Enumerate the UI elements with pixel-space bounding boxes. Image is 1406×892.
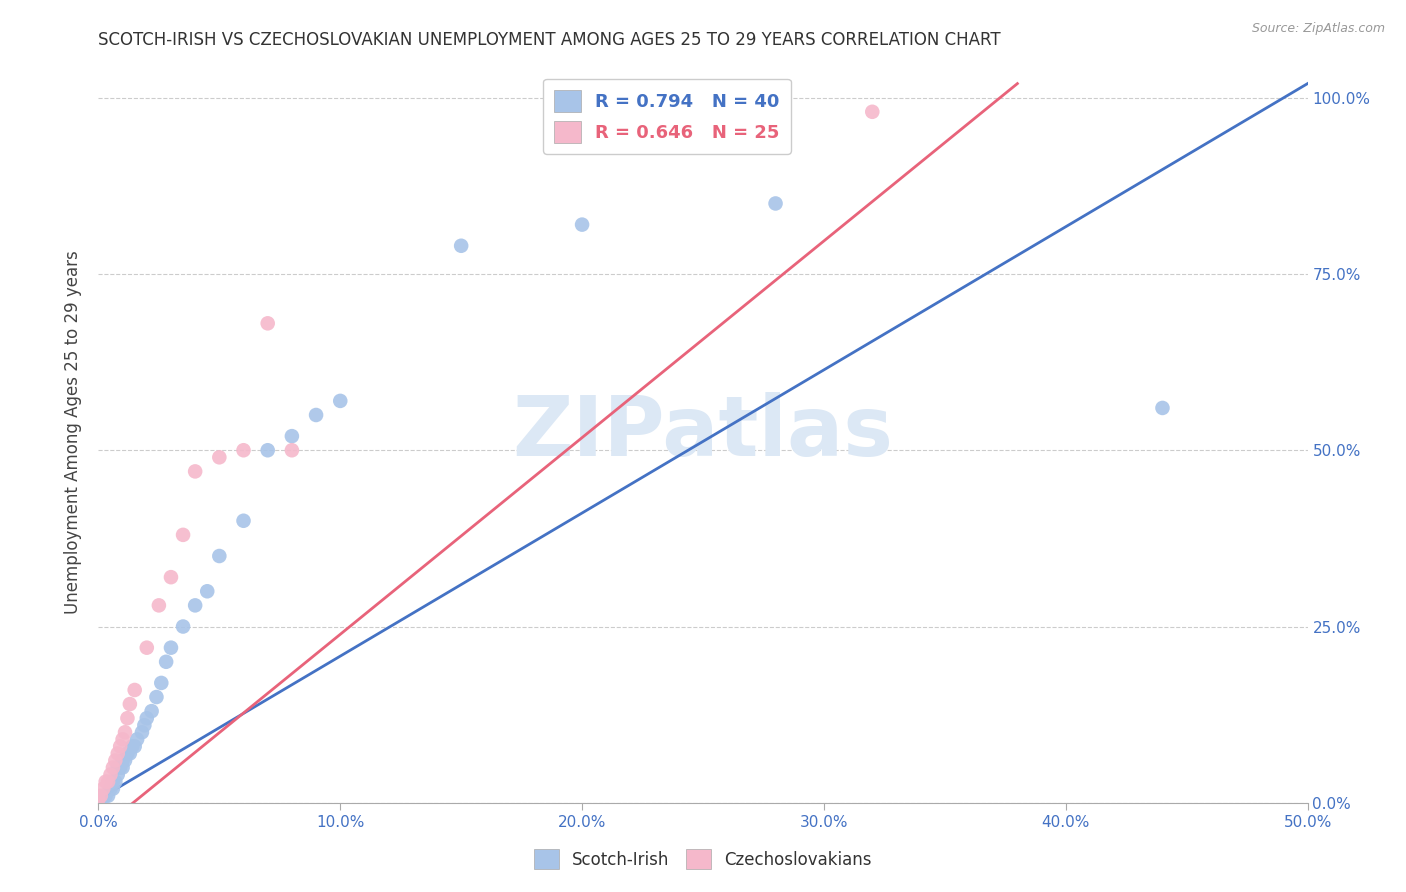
Point [91, 781, 114, 796]
Point [571, 218, 593, 232]
Point [184, 599, 207, 613]
Point [114, 725, 136, 739]
Point [111, 754, 134, 768]
Text: Source: ZipAtlas.com: Source: ZipAtlas.com [1251, 22, 1385, 36]
Point [107, 760, 129, 774]
Point [124, 739, 146, 754]
Point [765, 196, 787, 211]
Point [160, 640, 183, 655]
Point [87, 792, 110, 806]
Point [117, 747, 139, 761]
Point [256, 316, 278, 330]
Point [256, 443, 278, 458]
Point [108, 739, 131, 754]
Point [281, 443, 304, 458]
Point [232, 514, 254, 528]
Point [100, 767, 122, 781]
Y-axis label: Unemployment Among Ages 25 to 29 years: Unemployment Among Ages 25 to 29 years [65, 251, 83, 615]
Point [101, 760, 124, 774]
Point [118, 697, 141, 711]
Point [131, 725, 153, 739]
Point [232, 443, 254, 458]
Point [118, 747, 141, 761]
Point [90, 789, 112, 803]
Point [117, 711, 139, 725]
Text: ZIPatlas: ZIPatlas [513, 392, 893, 473]
Point [97, 774, 120, 789]
Point [305, 408, 328, 422]
Point [172, 528, 194, 542]
Legend: Scotch-Irish, Czechoslovakians: Scotch-Irish, Czechoslovakians [527, 842, 879, 876]
Point [121, 739, 143, 754]
Point [135, 640, 157, 655]
Point [107, 767, 129, 781]
Point [124, 683, 146, 698]
Point [91, 789, 114, 803]
Point [329, 393, 352, 408]
Point [134, 718, 156, 732]
Point [104, 754, 127, 768]
Point [87, 792, 110, 806]
Point [114, 754, 136, 768]
Point [101, 781, 124, 796]
Point [195, 584, 218, 599]
Point [145, 690, 167, 704]
Point [281, 429, 304, 443]
Point [108, 760, 131, 774]
Point [208, 450, 231, 465]
Point [160, 570, 183, 584]
Point [148, 599, 170, 613]
Point [111, 732, 134, 747]
Point [111, 760, 134, 774]
Point [127, 732, 149, 747]
Point [94, 774, 117, 789]
Text: SCOTCH-IRISH VS CZECHOSLOVAKIAN UNEMPLOYMENT AMONG AGES 25 TO 29 YEARS CORRELATI: SCOTCH-IRISH VS CZECHOSLOVAKIAN UNEMPLOY… [98, 31, 1001, 49]
Point [155, 655, 177, 669]
Point [450, 239, 472, 253]
Point [101, 774, 124, 789]
Point [100, 781, 122, 796]
Point [135, 711, 157, 725]
Point [150, 676, 173, 690]
Point [184, 464, 207, 478]
Point [97, 789, 120, 803]
Point [141, 704, 163, 718]
Point [94, 789, 117, 803]
Point [208, 549, 231, 563]
Point [172, 619, 194, 633]
Point [860, 104, 883, 119]
Point [1152, 401, 1174, 415]
Point [107, 747, 129, 761]
Point [104, 774, 127, 789]
